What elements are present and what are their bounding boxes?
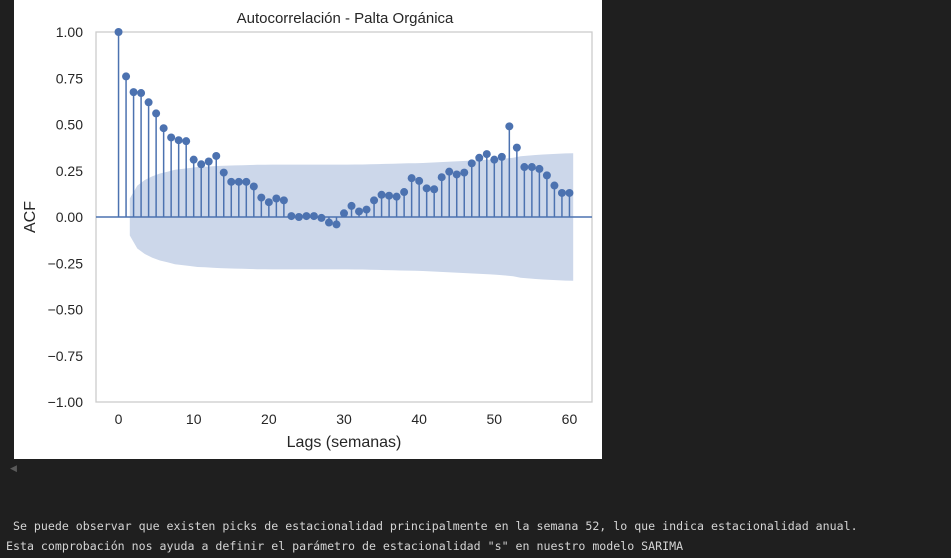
- acf-point: [550, 181, 559, 190]
- acf-point: [475, 153, 484, 162]
- acf-point: [122, 72, 131, 81]
- acf-point: [294, 213, 303, 221]
- stem-layer: [96, 28, 592, 229]
- acf-point: [347, 201, 356, 210]
- acf-point: [505, 122, 514, 131]
- acf-point: [167, 133, 176, 142]
- acf-point: [152, 109, 161, 118]
- y-tick-label: 0.25: [56, 163, 83, 179]
- acf-point: [490, 155, 499, 164]
- acf-point: [400, 188, 409, 197]
- cell-output-text: Se puede observar que existen picks de e…: [6, 516, 951, 556]
- acf-point: [219, 168, 228, 177]
- acf-point: [377, 190, 386, 199]
- acf-point: [227, 177, 236, 186]
- acf-point: [392, 192, 401, 201]
- acf-point: [287, 212, 296, 221]
- acf-point: [482, 150, 491, 159]
- acf-point: [302, 212, 311, 221]
- acf-point: [370, 196, 379, 205]
- acf-point: [332, 220, 341, 229]
- acf-point: [324, 218, 333, 227]
- acf-point: [159, 124, 168, 133]
- acf-point: [467, 159, 476, 168]
- y-tick-label: 0.50: [56, 117, 83, 133]
- acf-point: [542, 171, 551, 180]
- acf-chart-svg: Autocorrelación - Palta Orgánica 0 10 20 30…: [22, 10, 593, 451]
- acf-point: [144, 98, 153, 107]
- x-tick-label: 40: [411, 411, 427, 427]
- x-tick-label: 30: [336, 411, 352, 427]
- acf-point: [445, 167, 454, 176]
- x-axis-label: Lags (semanas): [287, 434, 402, 451]
- y-tick-label: −0.75: [48, 348, 84, 364]
- acf-point: [197, 160, 206, 169]
- x-tick-label: 20: [261, 411, 277, 427]
- chart-title: Autocorrelación - Palta Orgánica: [237, 10, 454, 27]
- x-tick-label: 60: [562, 411, 578, 427]
- x-tick-label: 50: [487, 411, 503, 427]
- acf-point: [355, 207, 364, 216]
- acf-point: [279, 196, 288, 205]
- output-line-1: Se puede observar que existen picks de e…: [6, 519, 858, 533]
- tick-label-layer: 0 10 20 30 40 50 60 1.00 0.75 0.50 0.25 0.00 −0.25 −0…: [48, 24, 578, 427]
- acf-point: [512, 143, 521, 152]
- acf-point: [385, 191, 394, 200]
- y-tick-label: −1.00: [48, 394, 84, 410]
- y-axis-label: ACF: [22, 201, 39, 233]
- y-tick-label: 0.75: [56, 70, 83, 86]
- acf-point: [407, 174, 416, 183]
- acf-point: [174, 136, 183, 145]
- acf-point: [340, 209, 348, 218]
- acf-point: [430, 185, 439, 194]
- acf-point: [264, 198, 273, 207]
- acf-point: [272, 194, 281, 203]
- acf-point: [129, 88, 138, 97]
- acf-point: [415, 176, 424, 185]
- scroll-left-icon[interactable]: ◀: [10, 464, 17, 474]
- acf-point: [189, 155, 198, 164]
- acf-point: [362, 205, 371, 214]
- y-tick-label: −0.25: [48, 255, 84, 271]
- acf-point: [212, 151, 221, 160]
- y-tick-label: −0.50: [48, 302, 84, 318]
- acf-plot: Autocorrelación - Palta Orgánica 0 10 20 30…: [14, 0, 602, 459]
- acf-point: [249, 182, 258, 191]
- output-line-2: Esta comprobación nos ayuda a definir el…: [6, 539, 684, 553]
- acf-point: [234, 177, 243, 186]
- x-tick-label: 10: [186, 411, 202, 427]
- acf-point: [527, 163, 536, 172]
- acf-point: [257, 193, 266, 202]
- acf-point: [535, 164, 544, 173]
- y-tick-label: 1.00: [56, 24, 83, 40]
- acf-point: [497, 152, 506, 161]
- acf-point: [114, 28, 123, 36]
- acf-point: [520, 163, 529, 172]
- acf-point: [452, 170, 461, 179]
- acf-point: [204, 157, 213, 166]
- acf-point: [242, 177, 251, 186]
- acf-point: [317, 213, 326, 222]
- y-tick-label: 0.00: [56, 209, 83, 225]
- acf-point: [182, 137, 191, 146]
- acf-point: [137, 89, 146, 98]
- acf-point: [309, 212, 318, 221]
- acf-point: [422, 184, 431, 193]
- acf-point: [565, 188, 574, 197]
- x-tick-label: 0: [115, 411, 123, 427]
- acf-point: [557, 188, 566, 197]
- acf-point: [437, 173, 446, 182]
- acf-point: [460, 168, 469, 177]
